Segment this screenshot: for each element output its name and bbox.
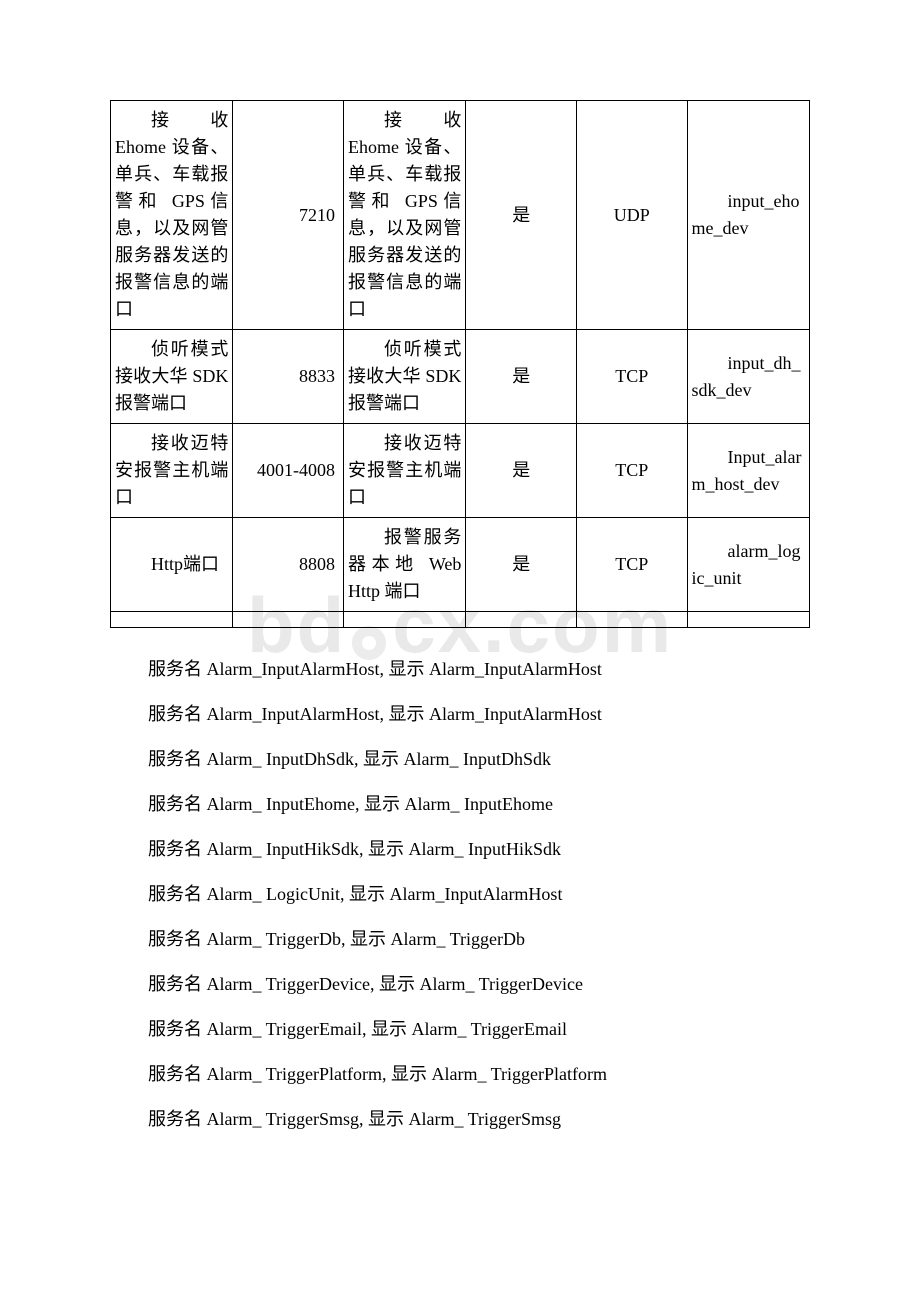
cell-name: 接收迈特安报警主机端口 bbox=[111, 424, 233, 518]
cell-protocol: TCP bbox=[576, 424, 687, 518]
cell-empty bbox=[687, 612, 809, 628]
cell-empty bbox=[576, 612, 687, 628]
service-line: 服务名 Alarm_ TriggerPlatform, 显示 Alarm_ Tr… bbox=[148, 1061, 810, 1088]
service-line: 服务名 Alarm_ InputEhome, 显示 Alarm_ InputEh… bbox=[148, 791, 810, 818]
service-line: 服务名 Alarm_ TriggerEmail, 显示 Alarm_ Trigg… bbox=[148, 1016, 810, 1043]
cell-desc: 接收Ehome 设备、单兵、车载报警和 GPS信息，以及网管服务器发送的报警信息… bbox=[343, 101, 465, 330]
cell-desc: 报警服务器本地 Web Http 端口 bbox=[343, 518, 465, 612]
cell-empty bbox=[343, 612, 465, 628]
cell-empty bbox=[233, 612, 344, 628]
cell-port: 8833 bbox=[233, 330, 344, 424]
cell-name: 接收Ehome 设备、单兵、车载报警和 GPS信息，以及网管服务器发送的报警信息… bbox=[111, 101, 233, 330]
table-row-empty bbox=[111, 612, 810, 628]
service-line: 服务名 Alarm_InputAlarmHost, 显示 Alarm_Input… bbox=[148, 656, 810, 683]
cell-desc: 接收迈特安报警主机端口 bbox=[343, 424, 465, 518]
cell-key: alarm_logic_unit bbox=[687, 518, 809, 612]
cell-name: Http端口 bbox=[111, 518, 233, 612]
cell-port: 7210 bbox=[233, 101, 344, 330]
cell-key: input_dh_sdk_dev bbox=[687, 330, 809, 424]
cell-protocol: TCP bbox=[576, 518, 687, 612]
cell-protocol: TCP bbox=[576, 330, 687, 424]
table-row: 接收迈特安报警主机端口 4001-4008 接收迈特安报警主机端口 是 TCP … bbox=[111, 424, 810, 518]
service-line: 服务名 Alarm_ InputHikSdk, 显示 Alarm_ InputH… bbox=[148, 836, 810, 863]
cell-flag: 是 bbox=[466, 330, 577, 424]
cell-flag: 是 bbox=[466, 424, 577, 518]
service-list: 服务名 Alarm_InputAlarmHost, 显示 Alarm_Input… bbox=[110, 656, 810, 1133]
cell-empty bbox=[466, 612, 577, 628]
cell-port: 8808 bbox=[233, 518, 344, 612]
cell-empty bbox=[111, 612, 233, 628]
service-line: 服务名 Alarm_InputAlarmHost, 显示 Alarm_Input… bbox=[148, 701, 810, 728]
service-line: 服务名 Alarm_ LogicUnit, 显示 Alarm_InputAlar… bbox=[148, 881, 810, 908]
cell-desc: 侦听模式接收大华 SDK报警端口 bbox=[343, 330, 465, 424]
table-row: 侦听模式接收大华 SDK报警端口 8833 侦听模式接收大华 SDK报警端口 是… bbox=[111, 330, 810, 424]
service-line: 服务名 Alarm_ TriggerSmsg, 显示 Alarm_ Trigge… bbox=[148, 1106, 810, 1133]
ports-table: 接收Ehome 设备、单兵、车载报警和 GPS信息，以及网管服务器发送的报警信息… bbox=[110, 100, 810, 628]
cell-flag: 是 bbox=[466, 101, 577, 330]
service-line: 服务名 Alarm_ TriggerDevice, 显示 Alarm_ Trig… bbox=[148, 971, 810, 998]
service-line: 服务名 Alarm_ InputDhSdk, 显示 Alarm_ InputDh… bbox=[148, 746, 810, 773]
cell-protocol: UDP bbox=[576, 101, 687, 330]
cell-key: input_ehome_dev bbox=[687, 101, 809, 330]
cell-port: 4001-4008 bbox=[233, 424, 344, 518]
cell-flag: 是 bbox=[466, 518, 577, 612]
table-row: Http端口 8808 报警服务器本地 Web Http 端口 是 TCP al… bbox=[111, 518, 810, 612]
cell-key: Input_alarm_host_dev bbox=[687, 424, 809, 518]
service-line: 服务名 Alarm_ TriggerDb, 显示 Alarm_ TriggerD… bbox=[148, 926, 810, 953]
table-row: 接收Ehome 设备、单兵、车载报警和 GPS信息，以及网管服务器发送的报警信息… bbox=[111, 101, 810, 330]
cell-name: 侦听模式接收大华 SDK报警端口 bbox=[111, 330, 233, 424]
